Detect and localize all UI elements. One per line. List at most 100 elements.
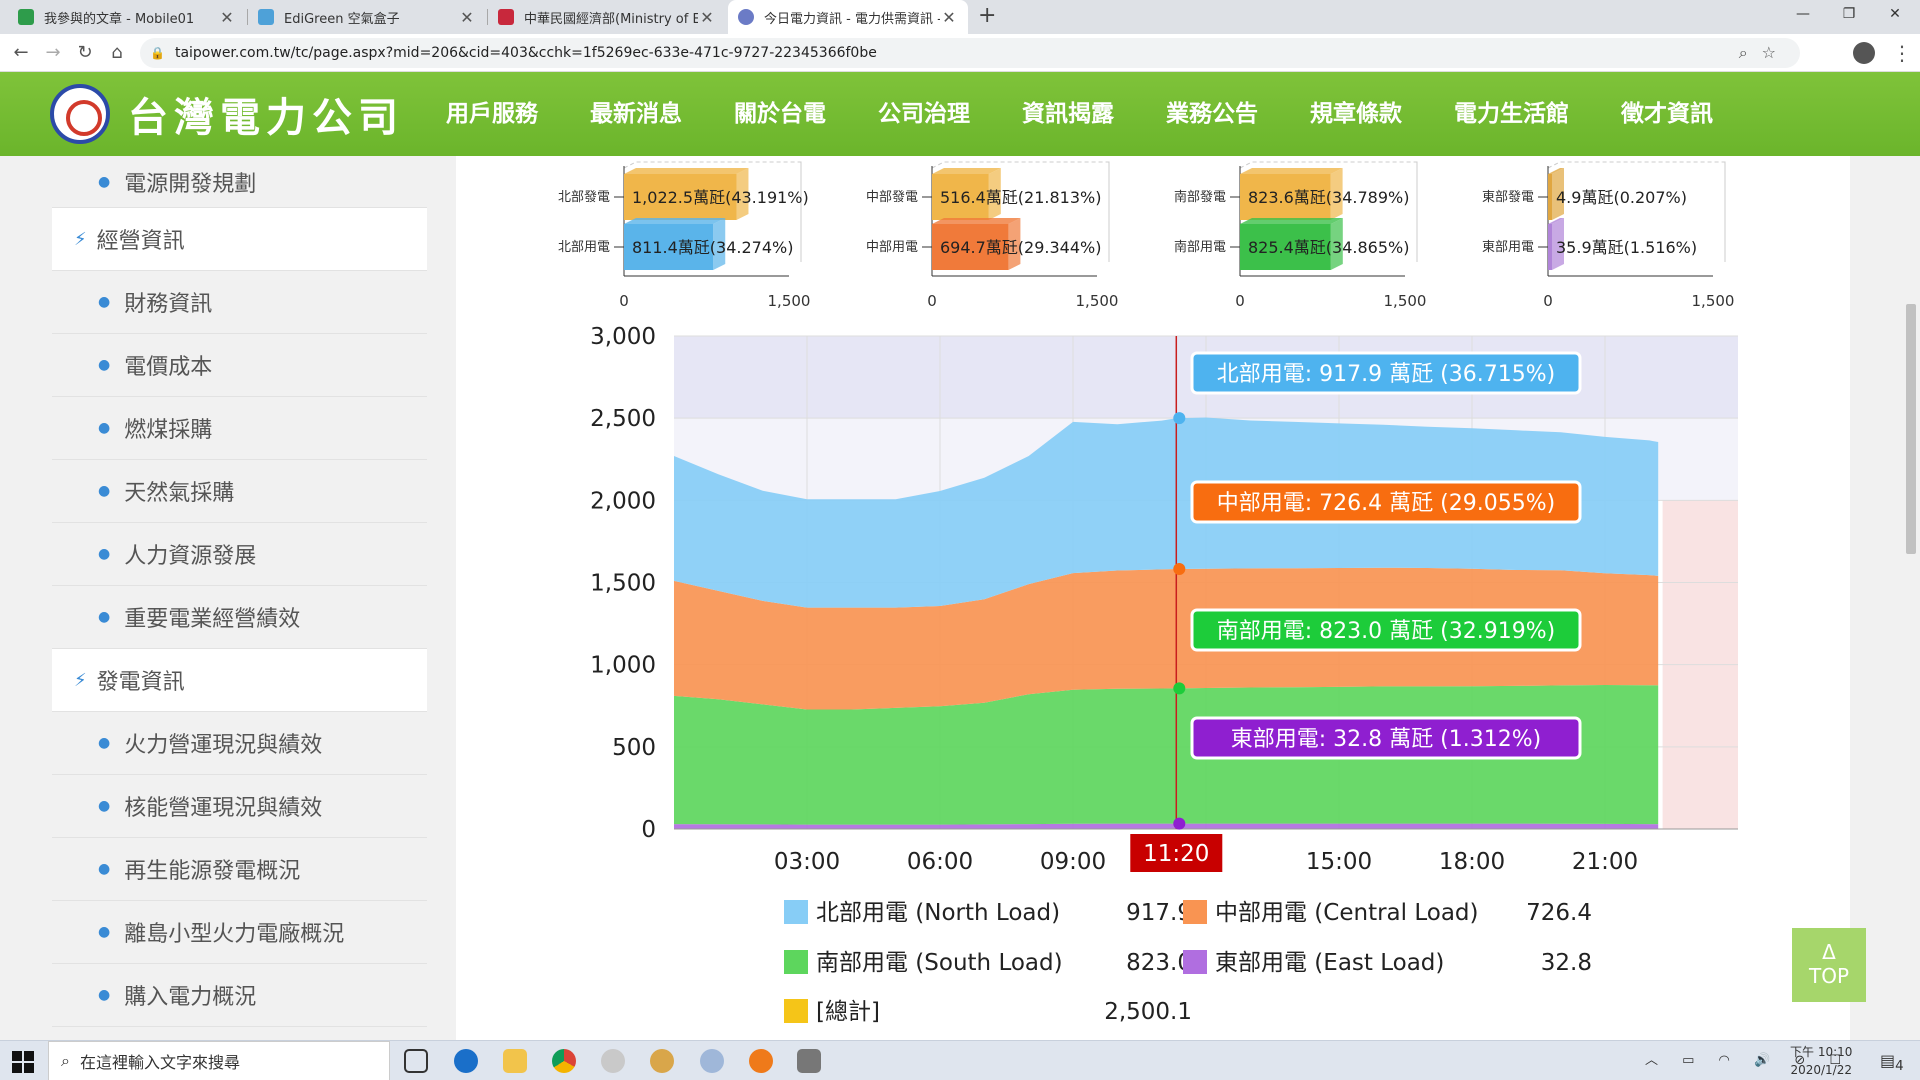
menu-item-governance[interactable]: 公司治理 [878, 101, 970, 127]
gen-bar-top [932, 168, 1001, 174]
address-bar[interactable]: 🔒 taipower.com.tw/tc/page.aspx?mid=206&c… [140, 38, 1800, 68]
file-explorer-icon[interactable] [503, 1049, 527, 1073]
menu-item-announcements[interactable]: 業務公告 [1166, 101, 1258, 127]
windows-start-icon[interactable] [12, 1051, 34, 1073]
load-bar [624, 224, 714, 270]
system-tray-icons[interactable]: ︿ ▭ ◠ 🔊 ⊘ ☐ [1645, 1053, 1852, 1068]
taipower-favicon-icon [738, 9, 754, 25]
gen-category-label: 東部發電 [1482, 189, 1534, 205]
app-icon[interactable] [650, 1049, 674, 1073]
app-icon[interactable] [797, 1049, 821, 1073]
sidebar-item[interactable]: ● 重要電業經營績效 [52, 586, 427, 649]
bookmark-star-icon[interactable]: ☆ [1761, 43, 1790, 62]
url-text: taipower.com.tw/tc/page.aspx?mid=206&cid… [174, 45, 877, 61]
browser-tab[interactable]: 中華民國經濟部(Ministry of Econ ✕ [488, 0, 726, 34]
page-scrollbar[interactable] [1902, 156, 1920, 1040]
bullet-icon: ● [98, 735, 111, 751]
gen-bar-top [1240, 168, 1343, 174]
scrollbar-thumb[interactable] [1906, 304, 1916, 554]
sidebar-item[interactable]: ● 離島小型火力電廠概況 [52, 901, 427, 964]
chrome-browser-icon[interactable] [552, 1049, 576, 1073]
close-tab-icon[interactable]: ✕ [700, 7, 714, 27]
load-category-label: 北部用電 [558, 240, 610, 255]
browser-tab-active[interactable]: 今日電力資訊 - 電力供需資訊 - 資 ✕ [728, 0, 968, 34]
close-window-icon[interactable]: ✕ [1889, 6, 1901, 22]
taskbar-clock[interactable]: 下午 10:10 2020/1/22 [1790, 1045, 1853, 1077]
x-tick-label: 18:00 [1439, 849, 1505, 875]
gen-bar [1240, 174, 1331, 220]
notification-icon[interactable]: ▤4 [1880, 1051, 1904, 1075]
lightning-icon: ⚡ [74, 228, 87, 250]
app-icon[interactable] [601, 1049, 625, 1073]
bullet-icon: ● [98, 987, 111, 1003]
close-tab-icon[interactable]: ✕ [942, 7, 956, 27]
new-tab-button[interactable]: + [978, 3, 997, 28]
minimize-icon[interactable]: — [1796, 6, 1810, 22]
browser-tab-strip: 我參與的文章 - Mobile01 ✕ EdiGreen 空氣盒子 ✕ 中華民國… [0, 0, 1920, 34]
home-icon[interactable]: ⌂ [111, 42, 123, 63]
y-tick-label: 1,000 [590, 653, 656, 679]
menu-item-news[interactable]: 最新消息 [590, 101, 682, 127]
legend-value: 823.0 [1126, 950, 1192, 976]
browser-tab[interactable]: EdiGreen 空氣盒子 ✕ [248, 0, 486, 34]
top-label: TOP [1808, 964, 1850, 988]
load-category-label: 中部用電 [866, 240, 918, 255]
sidebar-category[interactable]: ⚡ 經營資訊 [52, 208, 427, 271]
sidebar-item[interactable]: ● 人力資源發展 [52, 523, 427, 586]
menu-kebab-icon[interactable]: ⋮ [1892, 41, 1912, 65]
tooltip-marker [1173, 562, 1186, 575]
task-view-icon[interactable] [404, 1049, 428, 1073]
taipower-logo[interactable]: 台灣電力公司 [50, 84, 404, 144]
x-tick-label: 15:00 [1306, 849, 1372, 875]
back-to-top-button[interactable]: Δ TOP [1792, 928, 1866, 1002]
sidebar-item[interactable]: ● 核能營運現況與績效 [52, 775, 427, 838]
load-data-label: 825.4萬瓩(34.865%) [1248, 238, 1409, 257]
bar-grid [1239, 161, 1418, 262]
blender-icon[interactable] [749, 1049, 773, 1073]
taskbar-search-input[interactable]: ⌕ 在這裡輸入文字來搜尋 [48, 1041, 390, 1080]
legend-label: 中部用電 (Central Load) [1215, 900, 1479, 926]
reload-icon[interactable]: ↻ [77, 42, 93, 63]
area-series [674, 823, 1659, 829]
legend-label: 北部用電 (North Load) [816, 900, 1060, 926]
sidebar-item[interactable]: ● 天然氣採購 [52, 460, 427, 523]
forward-arrow-icon[interactable]: → [45, 42, 61, 63]
app-icon[interactable] [700, 1049, 724, 1073]
gen-data-label: 1,022.5萬瓩(43.191%) [632, 188, 809, 207]
bar-x-tick-label: 1,500 [768, 292, 811, 310]
gen-category-label: 南部發電 [1174, 189, 1226, 205]
load-bar [932, 224, 1009, 270]
sidebar-item[interactable]: ● 購入電力概況 [52, 964, 427, 1027]
sidebar-item[interactable]: ● 電源開發規劃 [52, 156, 427, 208]
sidebar-item[interactable]: ● 電價成本 [52, 334, 427, 397]
x-tick-label: 09:00 [1040, 849, 1106, 875]
sidebar-item[interactable]: ● 再生能源發電概況 [52, 838, 427, 901]
bullet-icon: ● [98, 546, 111, 562]
gen-category-label: 北部發電 [558, 190, 610, 205]
menu-item-life[interactable]: 電力生活館 [1454, 101, 1569, 127]
browser-tab[interactable]: 我參與的文章 - Mobile01 ✕ [8, 0, 246, 34]
tab-title: 中華民國經濟部(Ministry of Econ [524, 11, 698, 27]
restore-icon[interactable]: ❐ [1842, 6, 1856, 22]
sidebar-item[interactable]: ● 財務資訊 [52, 271, 427, 334]
menu-item-user-service[interactable]: 用戶服務 [446, 101, 538, 127]
menu-item-about[interactable]: 關於台電 [734, 101, 826, 127]
back-arrow-icon[interactable]: ← [13, 42, 29, 63]
y-tick-label: 3,000 [590, 324, 656, 350]
bar-x-tick-label: 0 [619, 292, 629, 310]
bullet-icon: ● [98, 861, 111, 877]
sidebar-item[interactable]: ● 燃煤採購 [52, 397, 427, 460]
menu-item-careers[interactable]: 徵才資訊 [1621, 101, 1713, 127]
load-bar-side [1552, 218, 1564, 270]
edge-browser-icon[interactable] [454, 1049, 478, 1073]
sidebar-category[interactable]: ⚡ 發電資訊 [52, 649, 427, 712]
zoom-icon[interactable]: ⌕ [1738, 43, 1762, 62]
gen-bar-side [1552, 168, 1564, 220]
bar-x-tick-label: 0 [1543, 292, 1553, 310]
menu-item-disclosure[interactable]: 資訊揭露 [996, 72, 1140, 170]
profile-avatar-icon[interactable] [1853, 42, 1875, 64]
close-tab-icon[interactable]: ✕ [460, 7, 474, 27]
menu-item-regulations[interactable]: 規章條款 [1310, 101, 1402, 127]
close-tab-icon[interactable]: ✕ [220, 7, 234, 27]
sidebar-item[interactable]: ● 火力營運現況與績效 [52, 712, 427, 775]
